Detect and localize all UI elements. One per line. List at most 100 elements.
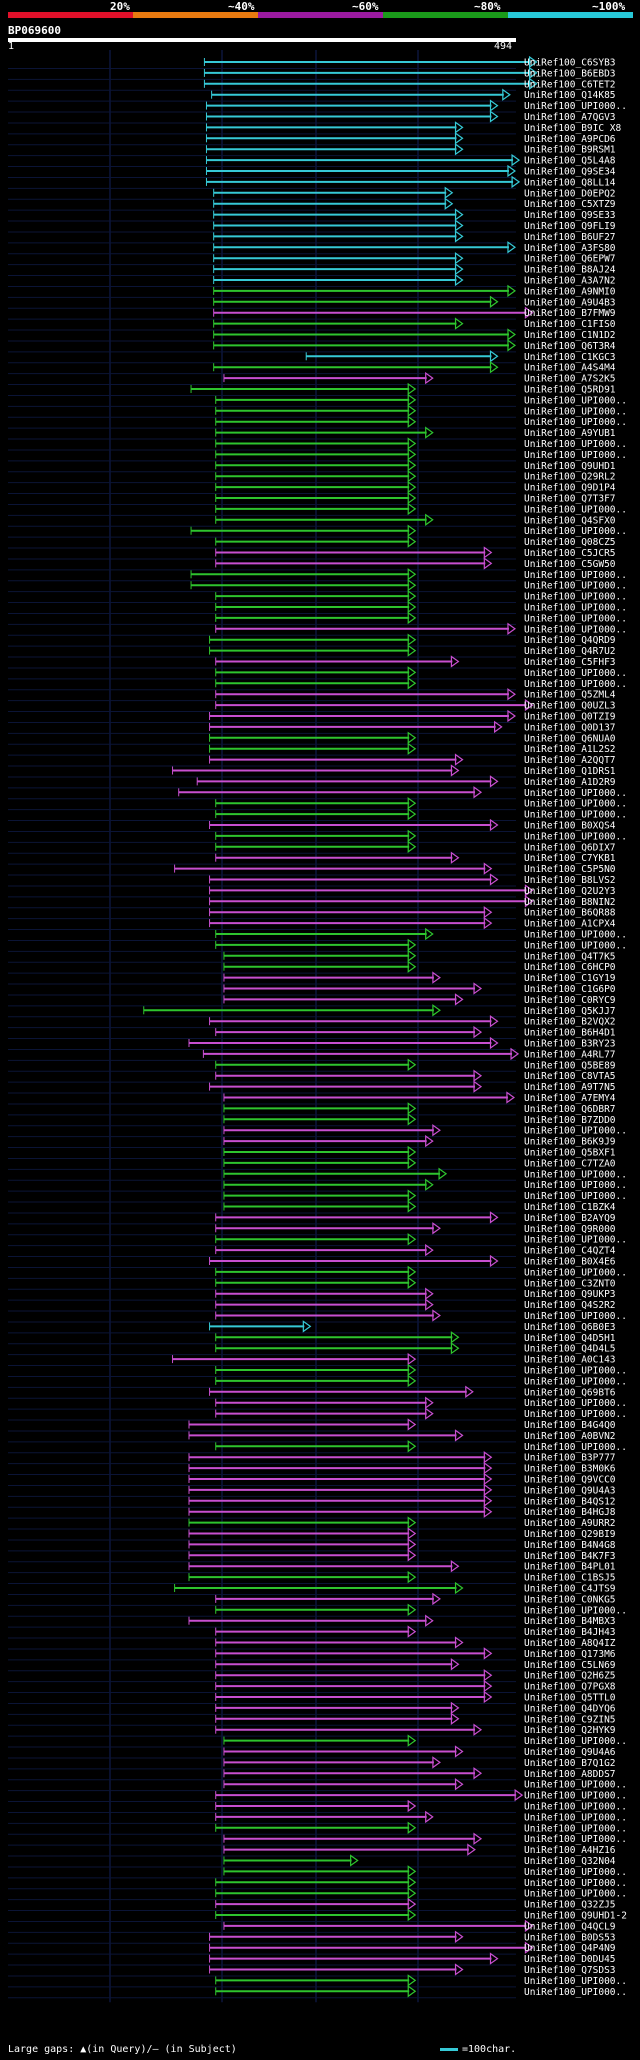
hit-label[interactable]: UniRef100_B3M0K6: [524, 1464, 616, 1475]
hit-label[interactable]: UniRef100_B4PL01: [524, 1562, 616, 1573]
hit-label[interactable]: UniRef100_B6K9J9: [524, 1137, 616, 1148]
hit-label[interactable]: UniRef100_UPI000..: [524, 613, 627, 624]
hit-label[interactable]: UniRef100_C5P5N0: [524, 864, 616, 875]
hit-label[interactable]: UniRef100_UPI000..: [524, 1169, 627, 1180]
hit-label[interactable]: UniRef100_Q08CZ5: [524, 537, 616, 548]
hit-label[interactable]: UniRef100_A9NMI0: [524, 286, 616, 297]
hit-label[interactable]: UniRef100_UPI000..: [524, 1311, 627, 1322]
hit-label[interactable]: UniRef100_Q9R000: [524, 1224, 616, 1235]
hit-label[interactable]: UniRef100_Q5BXF1: [524, 1148, 616, 1159]
hit-label[interactable]: UniRef100_Q9UHD1: [524, 461, 616, 472]
hit-label[interactable]: UniRef100_Q14K85: [524, 90, 616, 101]
hit-label[interactable]: UniRef100_A0C143: [524, 1355, 616, 1366]
hit-label[interactable]: UniRef100_A9PCD6: [524, 134, 616, 145]
hit-label[interactable]: UniRef100_Q5BE89: [524, 1060, 616, 1071]
hit-label[interactable]: UniRef100_C3ZNT0: [524, 1278, 616, 1289]
hit-label[interactable]: UniRef100_Q9SE33: [524, 210, 616, 221]
hit-label[interactable]: UniRef100_A8DDS7: [524, 1769, 616, 1780]
hit-label[interactable]: UniRef100_A4S4M4: [524, 363, 616, 374]
hit-label[interactable]: UniRef100_Q9VCC0: [524, 1475, 616, 1486]
hit-label[interactable]: UniRef100_Q4DYQ6: [524, 1703, 616, 1714]
hit-label[interactable]: UniRef100_A1CPX4: [524, 919, 616, 930]
hit-label[interactable]: UniRef100_C5GW50: [524, 559, 616, 570]
hit-label[interactable]: UniRef100_C1BZK4: [524, 1202, 616, 1213]
hit-label[interactable]: UniRef100_C6TET2: [524, 79, 616, 90]
hit-label[interactable]: UniRef100_Q9UKP3: [524, 1289, 616, 1300]
hit-label[interactable]: UniRef100_C7TZA0: [524, 1158, 616, 1169]
hit-label[interactable]: UniRef100_Q6DIX7: [524, 842, 616, 853]
hit-label[interactable]: UniRef100_B4K7F3: [524, 1551, 616, 1562]
hit-label[interactable]: UniRef100_Q4T7K5: [524, 951, 616, 962]
hit-label[interactable]: UniRef100_C9ZIN5: [524, 1714, 616, 1725]
hit-label[interactable]: UniRef100_Q32N04: [524, 1856, 616, 1867]
hit-label[interactable]: UniRef100_B4MBX3: [524, 1616, 616, 1627]
hit-label[interactable]: UniRef100_B7FMW9: [524, 308, 616, 319]
hit-label[interactable]: UniRef100_UPI000..: [524, 668, 627, 679]
hit-label[interactable]: UniRef100_UPI000..: [524, 581, 627, 592]
hit-label[interactable]: UniRef100_Q4P4N9: [524, 1943, 616, 1954]
hit-label[interactable]: UniRef100_UPI000..: [524, 1780, 627, 1791]
hit-label[interactable]: UniRef100_Q9FLI9: [524, 221, 616, 232]
hit-label[interactable]: UniRef100_UPI000..: [524, 1398, 627, 1409]
hit-label[interactable]: UniRef100_UPI000..: [524, 439, 627, 450]
hit-label[interactable]: UniRef100_B0DS53: [524, 1932, 616, 1943]
hit-label[interactable]: UniRef100_Q5TTL0: [524, 1693, 616, 1704]
hit-label[interactable]: UniRef100_UPI000..: [524, 1126, 627, 1137]
hit-label[interactable]: UniRef100_B8NIN2: [524, 897, 616, 908]
hit-label[interactable]: UniRef100_C1BSJ5: [524, 1573, 616, 1584]
hit-label[interactable]: UniRef100_A7EMY4: [524, 1093, 616, 1104]
hit-label[interactable]: UniRef100_Q4D4L5: [524, 1344, 616, 1355]
hit-label[interactable]: UniRef100_B4HGJ8: [524, 1507, 616, 1518]
hit-label[interactable]: UniRef100_A4RL77: [524, 1049, 616, 1060]
hit-label[interactable]: UniRef100_UPI000..: [524, 1376, 627, 1387]
hit-label[interactable]: UniRef100_B0XQS4: [524, 821, 616, 832]
hit-label[interactable]: UniRef100_B0X4E6: [524, 1257, 616, 1268]
hit-label[interactable]: UniRef100_A9T7N5: [524, 1082, 616, 1093]
hit-label[interactable]: UniRef100_B4G4Q0: [524, 1420, 616, 1431]
hit-label[interactable]: UniRef100_UPI000..: [524, 1191, 627, 1202]
hit-label[interactable]: UniRef100_UPI000..: [524, 1987, 627, 1998]
hit-label[interactable]: UniRef100_Q9UHD1-2: [524, 1911, 627, 1922]
hit-label[interactable]: UniRef100_C5JCR5: [524, 548, 616, 559]
hit-label[interactable]: UniRef100_B4QS12: [524, 1496, 616, 1507]
hit-label[interactable]: UniRef100_A1D2R9: [524, 777, 616, 788]
hit-label[interactable]: UniRef100_A7S2K5: [524, 374, 616, 385]
hit-label[interactable]: UniRef100_UPI000..: [524, 831, 627, 842]
hit-label[interactable]: UniRef100_UPI000..: [524, 1366, 627, 1377]
hit-label[interactable]: UniRef100_A9YUB1: [524, 428, 616, 439]
hit-label[interactable]: UniRef100_B6UF27: [524, 232, 616, 243]
hit-label[interactable]: UniRef100_A3FS80: [524, 243, 616, 254]
hit-label[interactable]: UniRef100_A1L2S2: [524, 744, 616, 755]
hit-label[interactable]: UniRef100_UPI000..: [524, 526, 627, 537]
hit-label[interactable]: UniRef100_Q6EPW7: [524, 254, 616, 265]
hit-label[interactable]: UniRef100_C5XTZ9: [524, 199, 616, 210]
hit-label[interactable]: UniRef100_B4N4G8: [524, 1540, 616, 1551]
hit-label[interactable]: UniRef100_UPI000..: [524, 1409, 627, 1420]
hit-label[interactable]: UniRef100_D0EPQ2: [524, 188, 616, 199]
hit-label[interactable]: UniRef100_B8LVS2: [524, 875, 616, 886]
hit-label[interactable]: UniRef100_Q5RD91: [524, 385, 616, 396]
hit-label[interactable]: UniRef100_A8Q4IZ: [524, 1638, 616, 1649]
hit-label[interactable]: UniRef100_Q0UZL3: [524, 701, 616, 712]
hit-label[interactable]: UniRef100_A0BVN2: [524, 1431, 616, 1442]
hit-label[interactable]: UniRef100_Q9U4A6: [524, 1747, 616, 1758]
hit-label[interactable]: UniRef100_UPI000..: [524, 940, 627, 951]
hit-label[interactable]: UniRef100_B9IC X8: [524, 123, 622, 134]
hit-label[interactable]: UniRef100_A9U4B3: [524, 297, 616, 308]
hit-label[interactable]: UniRef100_Q4QRD9: [524, 635, 616, 646]
hit-label[interactable]: UniRef100_Q4SFX0: [524, 515, 616, 526]
hit-label[interactable]: UniRef100_Q9U4A3: [524, 1485, 616, 1496]
hit-label[interactable]: UniRef100_UPI000..: [524, 1180, 627, 1191]
hit-label[interactable]: UniRef100_C1GY19: [524, 973, 616, 984]
hit-label[interactable]: UniRef100_Q7T3F7: [524, 494, 616, 505]
hit-label[interactable]: UniRef100_UPI000..: [524, 1235, 627, 1246]
hit-label[interactable]: UniRef100_UPI000..: [524, 679, 627, 690]
hit-label[interactable]: UniRef100_UPI000..: [524, 406, 627, 417]
hit-label[interactable]: UniRef100_Q2HYK9: [524, 1725, 616, 1736]
hit-label[interactable]: UniRef100_Q5L4A8: [524, 156, 616, 167]
hit-label[interactable]: UniRef100_A9URR2: [524, 1518, 616, 1529]
hit-label[interactable]: UniRef100_Q173M6: [524, 1649, 616, 1660]
hit-label[interactable]: UniRef100_C6HCP0: [524, 962, 616, 973]
hit-label[interactable]: UniRef100_Q5ZML4: [524, 690, 616, 701]
hit-label[interactable]: UniRef100_UPI000..: [524, 101, 627, 112]
